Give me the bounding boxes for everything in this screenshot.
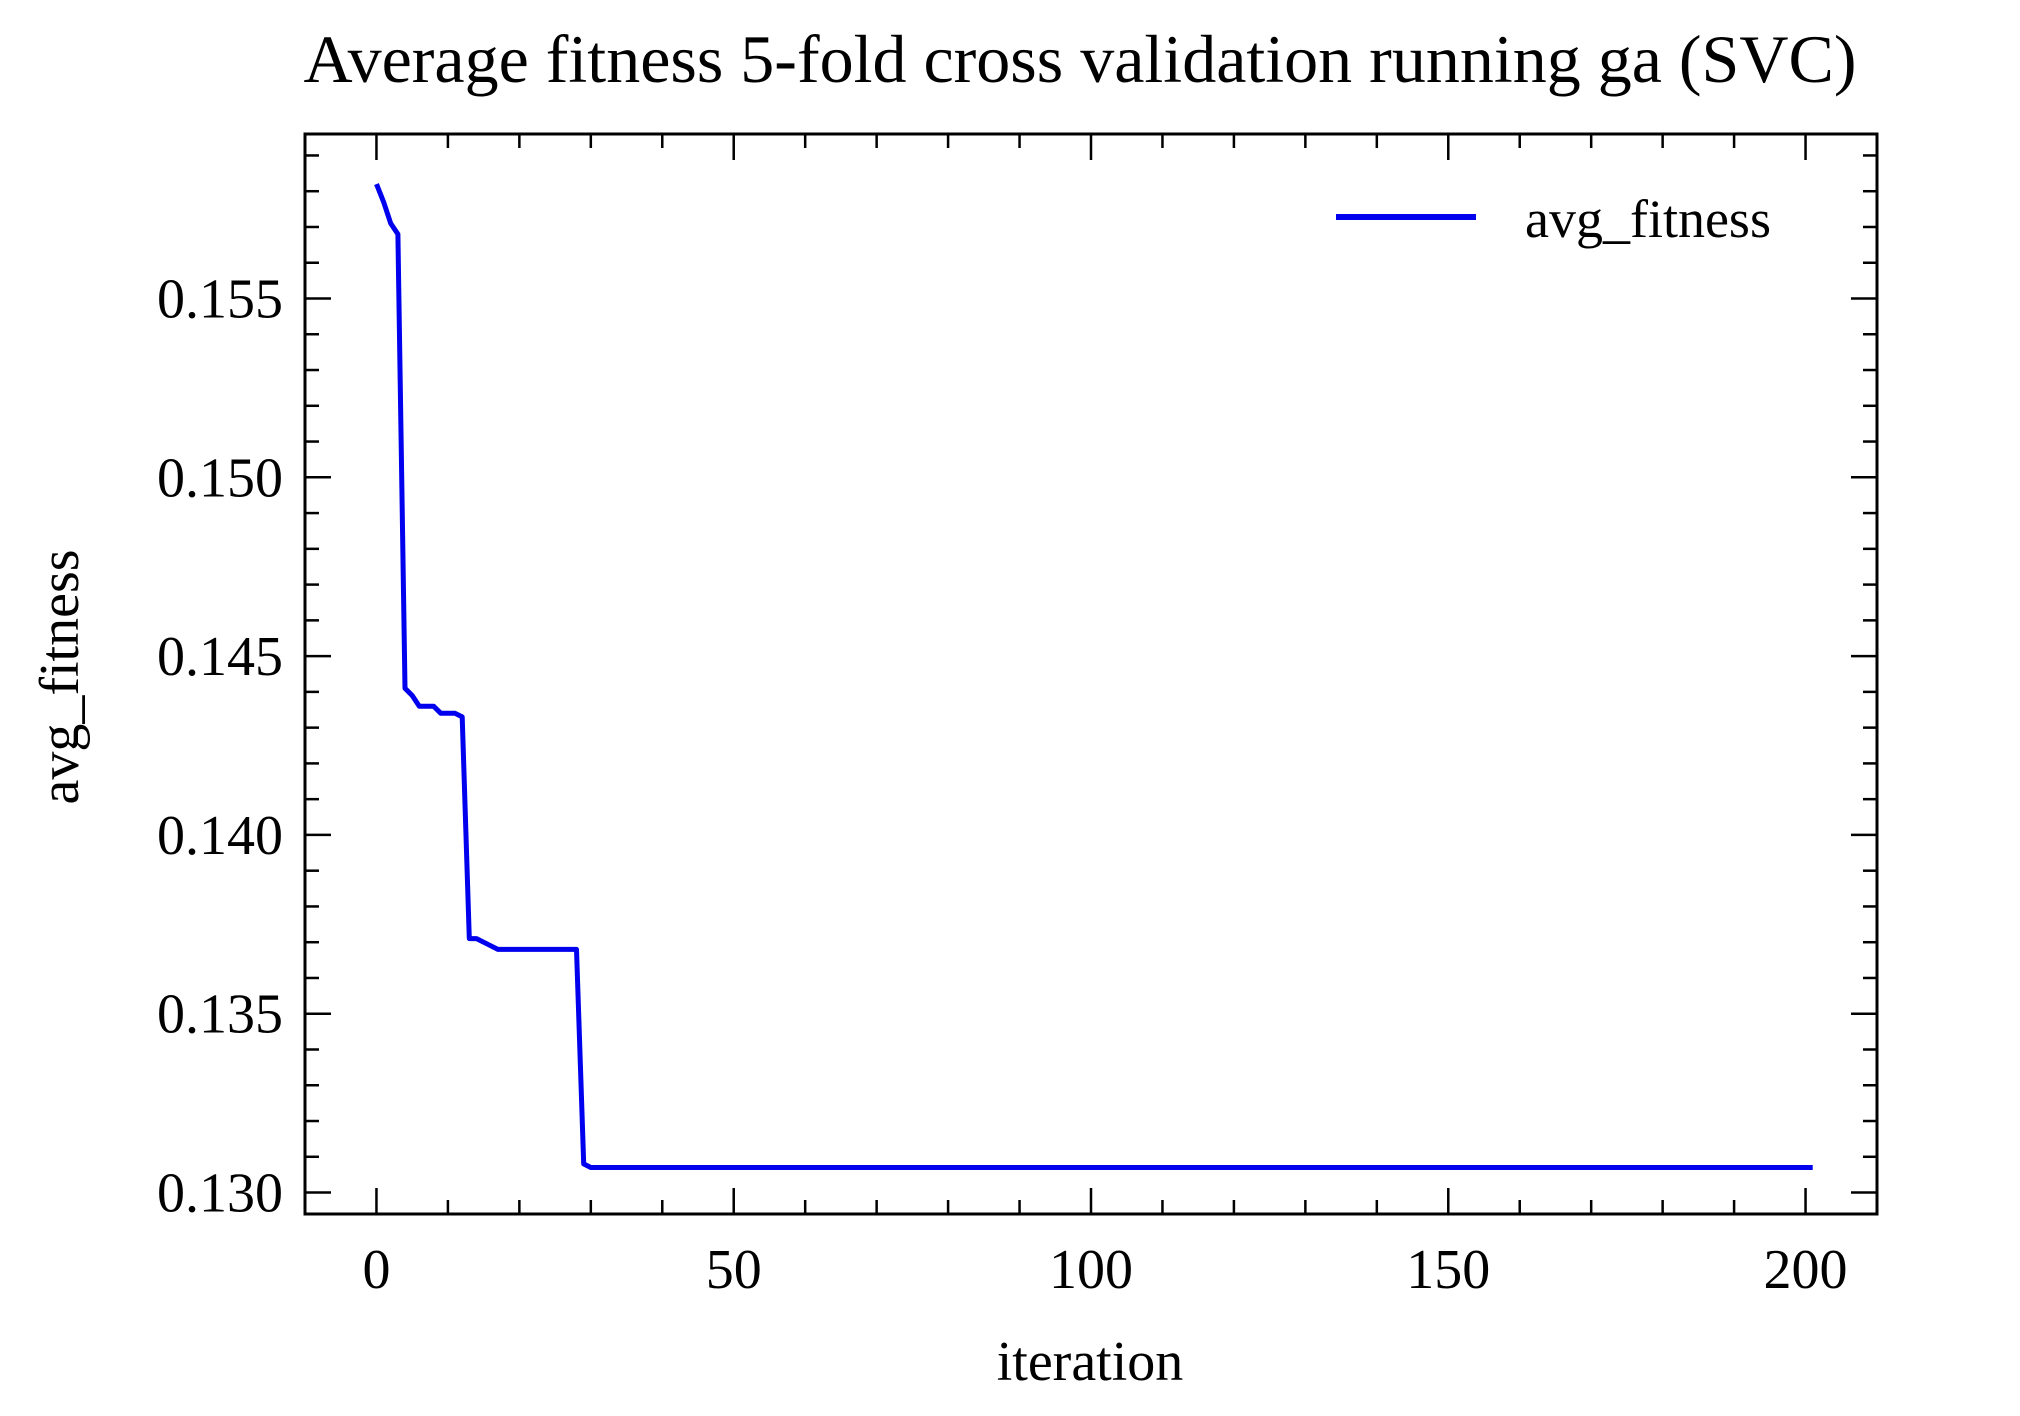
legend: avg_fitness <box>1336 189 1771 249</box>
chart-title: Average fitness 5-fold cross validation … <box>304 21 1857 97</box>
y-axis-label: avg_fitness <box>29 549 91 804</box>
legend-label: avg_fitness <box>1525 189 1771 249</box>
x-tick-label: 50 <box>706 1239 762 1301</box>
x-axis-label: iteration <box>997 1331 1184 1393</box>
series-line-avg-fitness <box>374 183 1813 1170</box>
y-tick-label: 0.135 <box>157 984 283 1046</box>
x-tick-labels: 0 50 100 150 200 <box>362 1239 1847 1301</box>
y-tick-labels: 0.130 0.135 0.140 0.145 0.150 0.155 <box>157 269 283 1225</box>
y-tick-label: 0.140 <box>157 805 283 867</box>
y-tick-label: 0.130 <box>157 1163 283 1225</box>
x-tick-label: 150 <box>1406 1239 1490 1301</box>
x-tick-label: 100 <box>1049 1239 1133 1301</box>
y-tick-label: 0.150 <box>157 447 283 509</box>
y-tick-label: 0.155 <box>157 269 283 331</box>
x-tick-label: 200 <box>1764 1239 1848 1301</box>
x-tick-label: 0 <box>362 1239 390 1301</box>
plot-frame <box>303 132 1879 1216</box>
tick-marks <box>303 134 1879 1214</box>
y-tick-label: 0.145 <box>157 626 283 688</box>
